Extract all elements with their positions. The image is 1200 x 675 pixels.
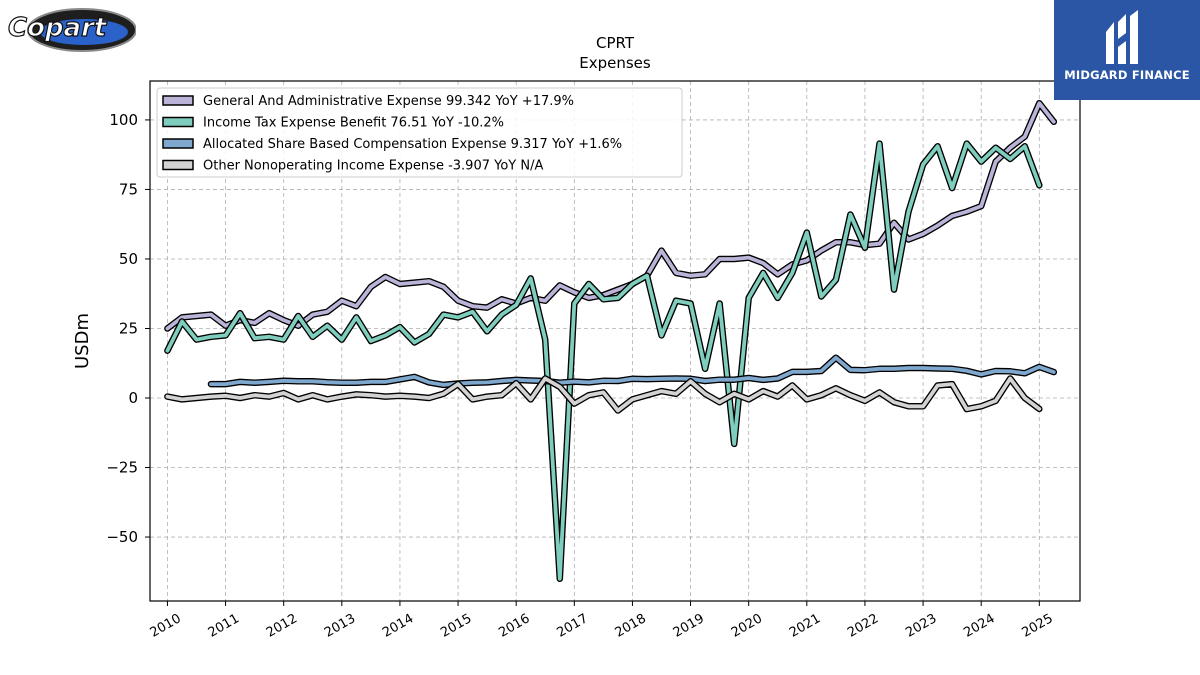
plot-border — [149, 80, 1081, 602]
y-tick-label: 25 — [119, 319, 138, 337]
copart-logo: Copart — [7, 8, 136, 52]
y-axis-label: USDm — [72, 313, 93, 369]
chart-title: CPRT — [596, 34, 635, 52]
series-4 — [164, 375, 1043, 414]
series-line — [165, 141, 1042, 581]
legend-swatch — [162, 159, 194, 171]
legend-swatch — [162, 116, 194, 128]
x-tick-label: 2016 — [496, 611, 532, 641]
legend-entry: Other Nonoperating Income Expense -3.907… — [203, 159, 543, 174]
midgard-finance-logo: MIDGARD FINANCE — [1054, 0, 1200, 100]
series-2 — [164, 140, 1043, 583]
x-tick-label: 2013 — [322, 611, 358, 641]
series-3 — [207, 354, 1058, 389]
x-tick-label: 2024 — [961, 611, 997, 641]
x-tick-label: 2021 — [787, 611, 823, 641]
x-tick-label: 2019 — [671, 611, 707, 641]
midgard-logo-text: MIDGARD FINANCE — [1064, 68, 1190, 82]
copart-logo-text: Copart — [8, 13, 108, 43]
legend-entry: Income Tax Expense Benefit 76.51 YoY -10… — [203, 116, 504, 131]
series-line — [165, 376, 1042, 413]
y-tick-label: −25 — [106, 459, 138, 477]
legend-swatch — [162, 95, 194, 106]
x-tick-label: 2022 — [845, 611, 881, 641]
x-tick-label: 2017 — [554, 611, 590, 641]
series-line — [209, 355, 1056, 387]
x-tick-label: 2011 — [206, 611, 242, 641]
x-tick-label: 2014 — [380, 611, 416, 641]
x-tick-label: 2015 — [438, 611, 474, 641]
x-tick-label: 2020 — [729, 611, 765, 641]
y-tick-label: 100 — [109, 111, 138, 129]
y-tick-label: 75 — [119, 180, 138, 198]
legend-swatch — [162, 138, 194, 149]
chart-subtitle: Expenses — [579, 54, 651, 72]
y-tick-label: 50 — [119, 250, 138, 268]
legend: General And Administrative Expense 99.34… — [156, 87, 683, 178]
x-tick-label: 2025 — [1019, 611, 1055, 641]
x-tick-label: 2023 — [903, 611, 939, 641]
y-tick-label: 0 — [128, 389, 138, 407]
legend-box — [156, 87, 683, 178]
x-tick-label: 2010 — [148, 611, 184, 641]
series-lines — [164, 99, 1058, 583]
x-tick-label: 2012 — [264, 611, 300, 641]
x-tick-label: 2018 — [613, 611, 649, 641]
legend-entry: Allocated Share Based Compensation Expen… — [203, 137, 622, 152]
y-tick-label: −50 — [106, 528, 138, 546]
midgard-mark-icon — [1106, 10, 1138, 64]
legend-entry: General And Administrative Expense 99.34… — [203, 94, 574, 109]
